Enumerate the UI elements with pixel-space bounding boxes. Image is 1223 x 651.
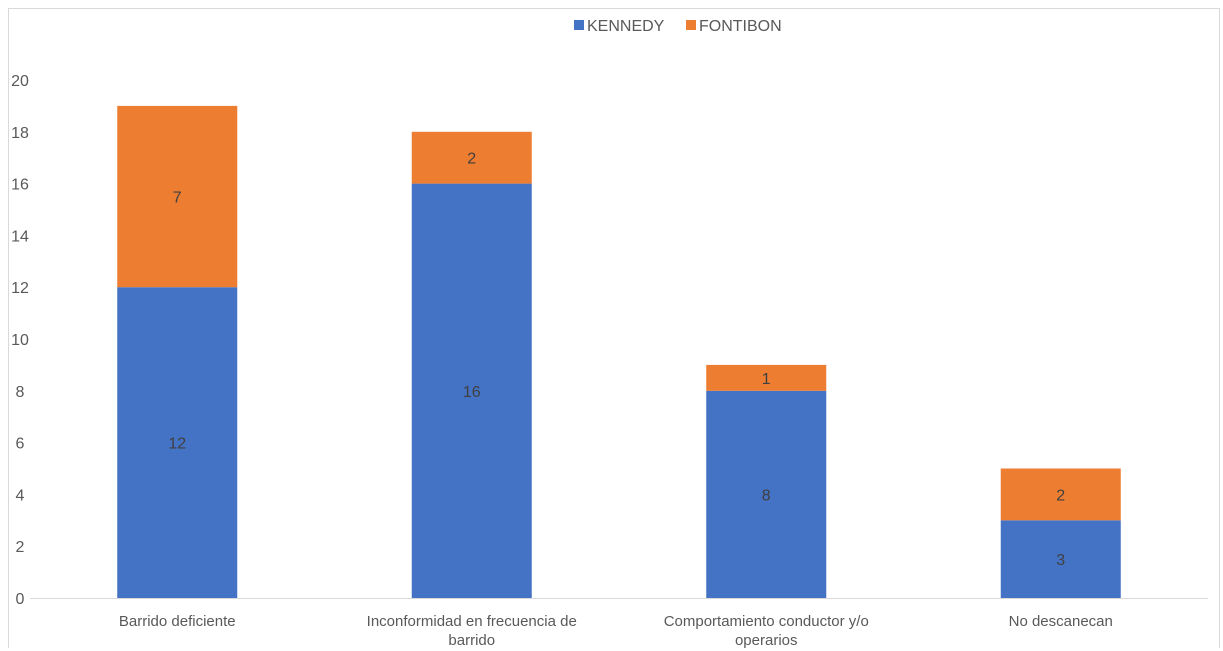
bar-kennedy	[1000, 520, 1121, 598]
x-category-label: Barrido deficiente	[119, 613, 236, 630]
y-tick-label: 20	[11, 73, 29, 90]
y-tick-label: 2	[16, 539, 25, 556]
bar-kennedy	[117, 287, 238, 598]
legend-swatch-fontibon	[686, 20, 696, 30]
legend: KENNEDY FONTIBON	[574, 18, 782, 35]
bar-fontibon	[1000, 468, 1121, 521]
bar-fontibon	[117, 105, 238, 288]
x-category-label: Comportamiento conductor y/o operarios	[664, 613, 869, 649]
data-label-fontibon: 7	[173, 190, 182, 207]
bar-fontibon	[411, 131, 532, 184]
x-category-label: Inconformidad en frecuencia de barrido	[367, 613, 577, 649]
y-tick-label: 8	[16, 384, 25, 401]
x-axis: Barrido deficiente Inconformidad en frecu…	[30, 598, 1208, 649]
data-label-fontibon: 1	[762, 371, 771, 388]
bars	[117, 105, 1121, 598]
data-label-kennedy: 12	[168, 436, 186, 453]
data-labels: 12 7 16 2 8 1 3 2	[168, 151, 1065, 569]
y-tick-label: 16	[11, 177, 29, 194]
y-tick-label: 10	[11, 332, 29, 349]
data-label-fontibon: 2	[1056, 487, 1065, 504]
legend-swatch-kennedy	[574, 20, 584, 30]
data-label-kennedy: 16	[463, 384, 481, 401]
chart-frame	[8, 8, 1220, 648]
legend-label-kennedy: KENNEDY	[587, 18, 665, 35]
y-tick-label: 18	[11, 125, 29, 142]
y-tick-label: 6	[16, 436, 25, 453]
data-label-kennedy: 3	[1056, 552, 1065, 569]
y-axis: 0 2 4 6 8 10 12 14 16 18 20	[11, 73, 29, 608]
data-label-fontibon: 2	[467, 151, 476, 168]
y-tick-label: 12	[11, 280, 29, 297]
y-tick-label: 4	[16, 487, 25, 504]
bar-kennedy	[706, 390, 827, 598]
y-tick-label: 0	[16, 591, 25, 608]
y-tick-label: 14	[11, 228, 29, 245]
bar-fontibon	[706, 364, 827, 391]
x-category-label: No descanecan	[1009, 613, 1113, 630]
bar-kennedy	[411, 183, 532, 598]
data-label-kennedy: 8	[762, 487, 771, 504]
legend-label-fontibon: FONTIBON	[699, 18, 782, 35]
